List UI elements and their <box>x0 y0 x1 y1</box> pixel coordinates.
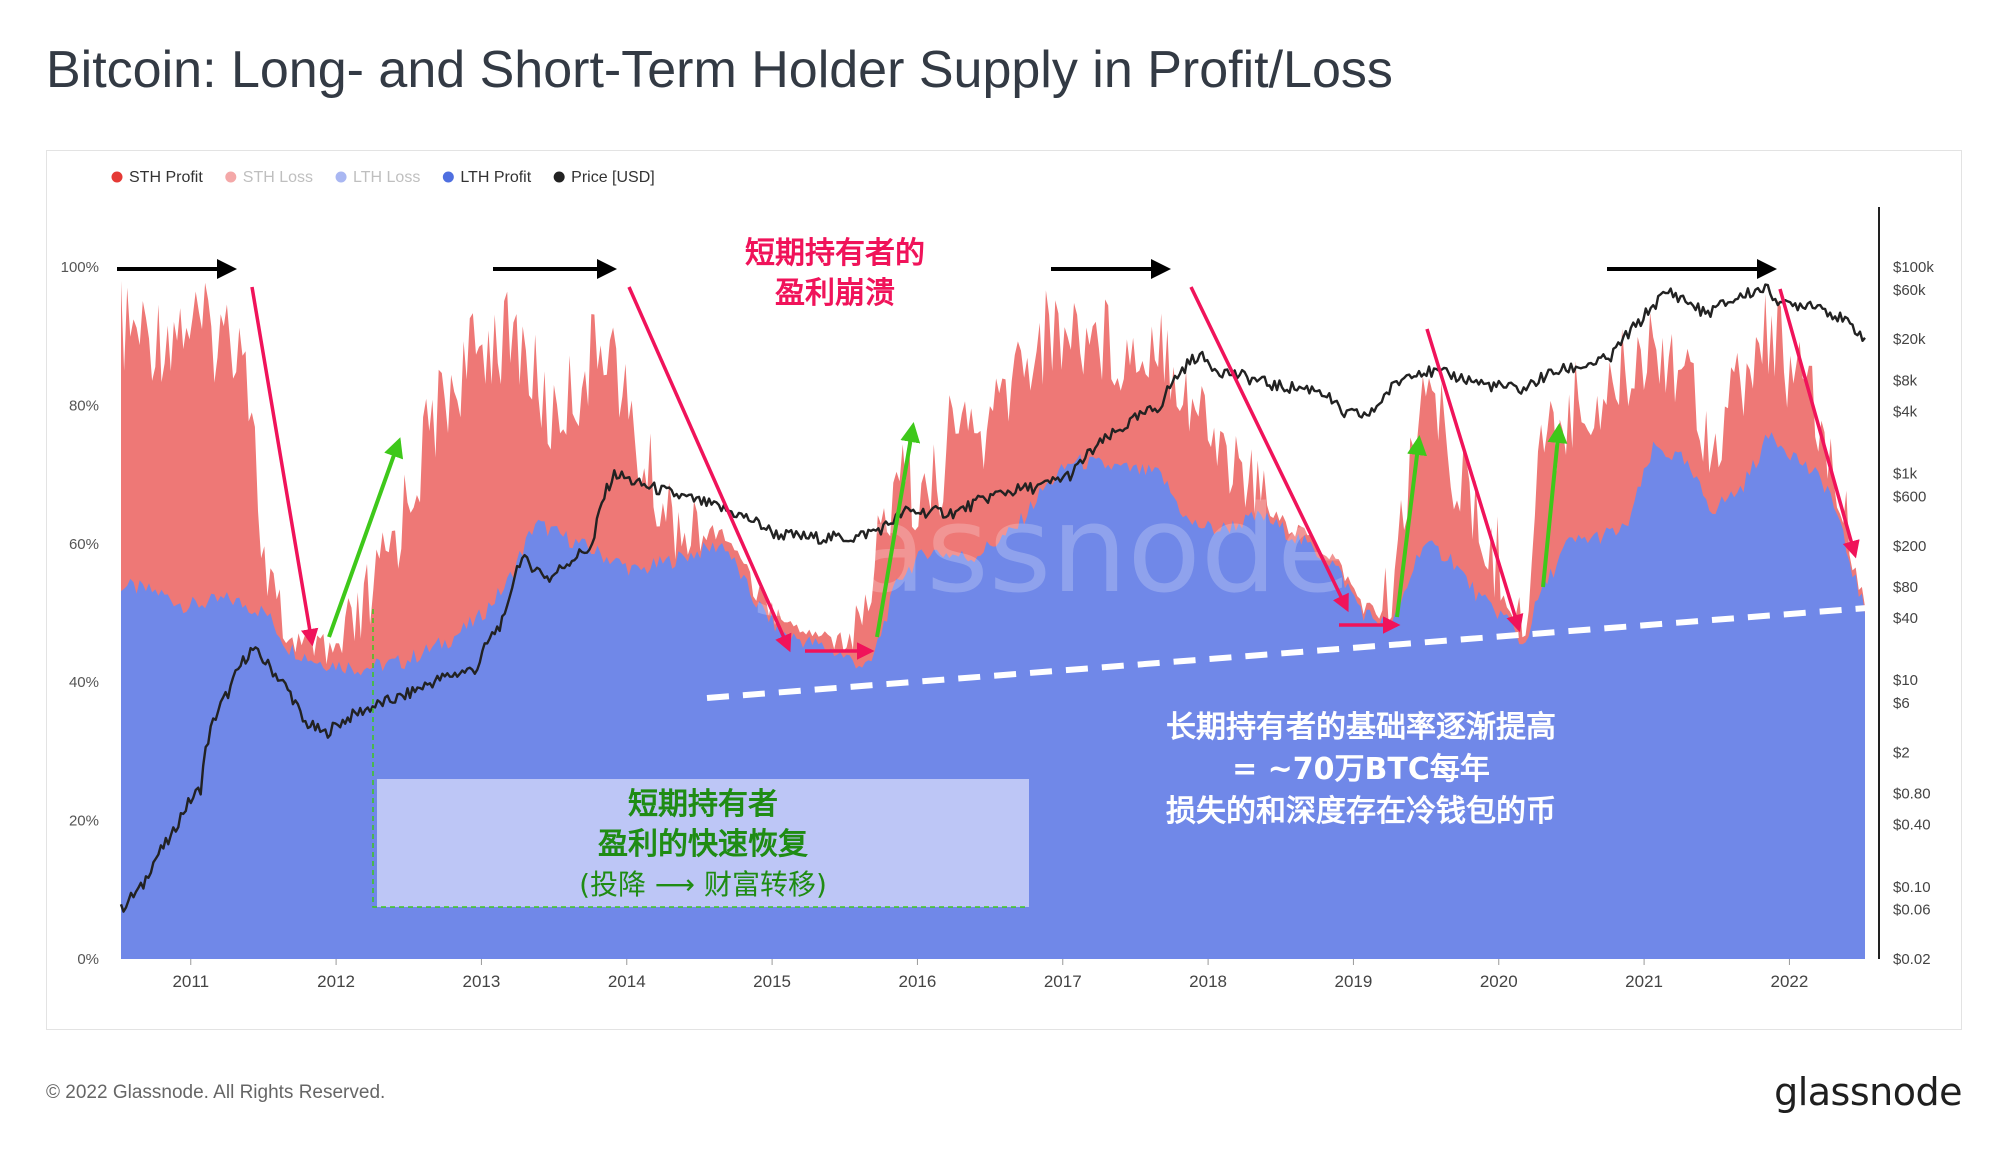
x-tick-label: 2017 <box>1044 972 1082 991</box>
y-right-tick-label: $10 <box>1893 672 1918 689</box>
y-right-tick-label: $600 <box>1893 489 1926 506</box>
red-arrow <box>250 286 319 647</box>
y-right-tick-label: $6 <box>1893 695 1910 712</box>
recovery-box <box>377 779 1029 907</box>
recovery-annotation: 短期持有者 <box>628 787 778 822</box>
y-right-tick-label: $0.10 <box>1893 879 1931 896</box>
collapse-annotation: 短期持有者的 <box>745 236 925 271</box>
chart-frame: STH Profit STH Loss LTH Loss LTH Profit Pric… <box>46 150 1962 1030</box>
green-arrow <box>1395 435 1427 618</box>
legend-dot <box>442 171 454 183</box>
axes: 0% 20% 40% 60% 80% 100% 2011 2012 2013 2014 2015 20… <box>61 207 1934 991</box>
red-arrow <box>1425 328 1524 633</box>
y-right-tick-label: $60k <box>1893 282 1926 299</box>
watermark-text: glassnode <box>743 481 1351 620</box>
lth-base-trend-line <box>706 605 1868 701</box>
x-tick-label: 2014 <box>608 972 646 991</box>
y-right-tick-label: $80 <box>1893 579 1918 596</box>
red-arrow <box>627 286 792 653</box>
legend-dot <box>111 171 123 183</box>
red-arrow <box>1778 288 1860 559</box>
x-tick-label: 2019 <box>1335 972 1373 991</box>
x-tick-label: 2020 <box>1480 972 1518 991</box>
y-right-tick-label: $0.02 <box>1893 951 1931 968</box>
base-rate-annotation: = ~70万BTC每年 <box>1232 752 1490 787</box>
y-right-tick-label: $2 <box>1893 744 1910 761</box>
x-tick-label: 2011 <box>172 972 209 991</box>
red-arrow <box>1189 286 1349 613</box>
y-right-tick-label: $1k <box>1893 466 1918 483</box>
x-tick-label: 2018 <box>1189 972 1227 991</box>
legend: STH Profit STH Loss LTH Loss LTH Profit Pric… <box>111 169 655 186</box>
y-right-tick-label: $100k <box>1893 259 1934 276</box>
y-right-tick-label: $4k <box>1893 403 1918 420</box>
y-right-tick-label: $200 <box>1893 538 1926 555</box>
price-line <box>119 283 1866 913</box>
legend-label: LTH Loss <box>353 169 420 186</box>
y-right-tick-label: $0.06 <box>1893 902 1931 919</box>
legend-dot <box>553 171 565 183</box>
y-left-tick-label: 80% <box>69 397 99 414</box>
legend-label: STH Loss <box>243 169 313 186</box>
green-arrow <box>1541 423 1568 588</box>
y-left-tick-label: 100% <box>61 259 99 276</box>
legend-dot <box>335 171 347 183</box>
y-right-tick-label: $20k <box>1893 331 1926 348</box>
y-right-tick-label: $0.80 <box>1893 786 1931 803</box>
page-title: Bitcoin: Long- and Short-Term Holder Sup… <box>46 41 1393 99</box>
recovery-annotation-sub: (投降 ⟶ 财富转移) <box>579 868 827 901</box>
y-left-tick-label: 20% <box>69 813 99 830</box>
footer-copyright: © 2022 Glassnode. All Rights Reserved. <box>46 1082 386 1103</box>
y-right-tick-label: $40 <box>1893 610 1918 627</box>
x-tick-label: 2016 <box>899 972 937 991</box>
y-left-tick-label: 40% <box>69 674 99 691</box>
x-tick-label: 2012 <box>317 972 355 991</box>
glassnode-logo: glassnode <box>1774 1070 1962 1114</box>
green-arrow <box>327 437 404 638</box>
price-series <box>119 283 1866 913</box>
x-tick-label: 2021 <box>1625 972 1663 991</box>
legend-dot <box>225 171 237 183</box>
base-rate-annotation: 长期持有者的基础率逐渐提高 <box>1166 710 1556 745</box>
base-rate-annotation: 损失的和深度存在冷钱包的币 <box>1166 794 1556 829</box>
legend-label: Price [USD] <box>571 169 655 186</box>
legend-label: STH Profit <box>129 169 203 186</box>
chart-svg: STH Profit STH Loss LTH Loss LTH Profit Pric… <box>61 169 1935 991</box>
collapse-annotation: 盈利崩溃 <box>775 276 895 311</box>
green-arrow <box>875 422 921 638</box>
y-left-tick-label: 60% <box>69 536 99 553</box>
y-left-tick-label: 0% <box>77 951 99 968</box>
x-tick-label: 2013 <box>463 972 501 991</box>
x-tick-label: 2015 <box>753 972 791 991</box>
recovery-annotation: 盈利的快速恢复 <box>598 827 808 862</box>
y-right-tick-label: $0.40 <box>1893 817 1931 834</box>
y-right-tick-label: $8k <box>1893 372 1918 389</box>
recovery-box-guide <box>372 609 1029 908</box>
x-tick-label: 2022 <box>1771 972 1809 991</box>
legend-label: LTH Profit <box>460 169 531 186</box>
